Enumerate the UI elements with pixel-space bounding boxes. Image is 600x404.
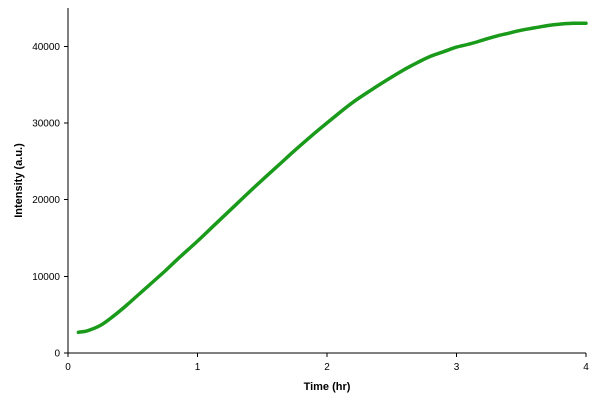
x-tick-label: 2 xyxy=(324,362,330,373)
x-tick-label: 0 xyxy=(65,362,71,373)
y-tick-label: 0 xyxy=(54,349,60,360)
x-tick-label: 3 xyxy=(454,362,460,373)
x-tick-label: 1 xyxy=(195,362,201,373)
x-axis-title: Time (hr) xyxy=(304,381,351,393)
series-line xyxy=(76,21,588,335)
y-axis-title: Intensity (a.u.) xyxy=(13,143,25,218)
y-axis-ticks: 0 10000 20000 30000 40000 xyxy=(32,42,68,360)
series-layer xyxy=(76,21,588,335)
y-tick-label: 10000 xyxy=(32,272,60,283)
x-tick-label: 4 xyxy=(583,362,589,373)
y-tick-label: 30000 xyxy=(32,119,60,130)
x-axis-ticks: 0 1 2 3 4 xyxy=(65,353,589,373)
y-tick-label: 40000 xyxy=(32,42,60,53)
y-tick-label: 20000 xyxy=(32,195,60,206)
